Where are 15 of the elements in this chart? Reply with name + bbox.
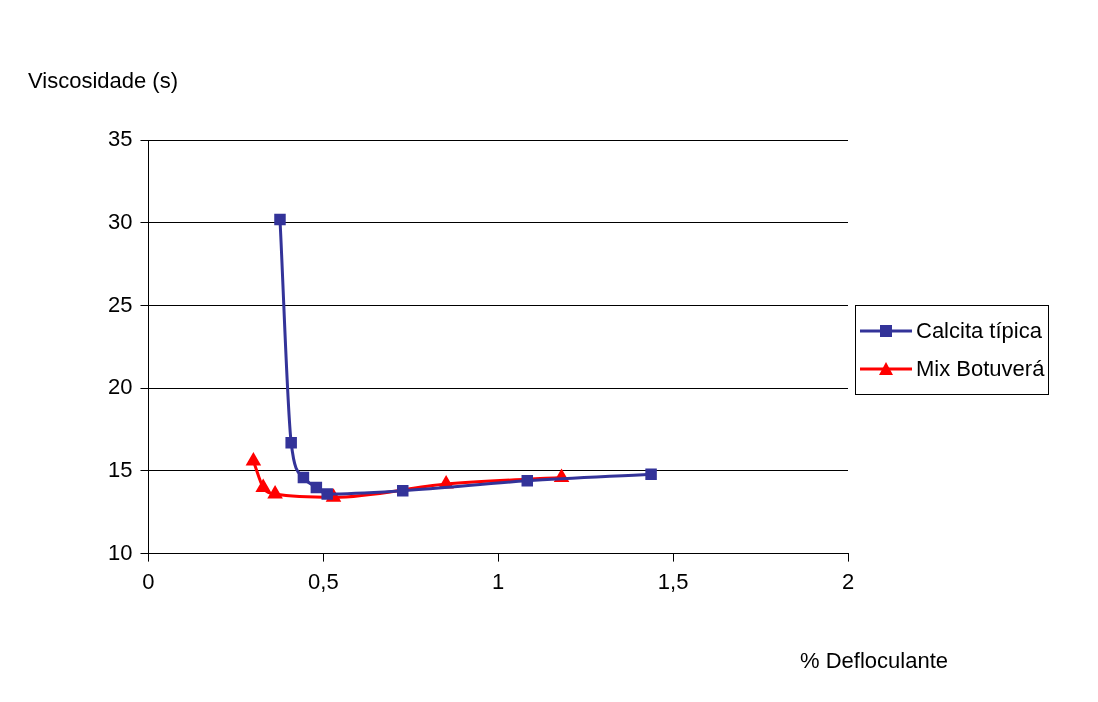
- legend-label: Mix Botuverá: [916, 356, 1045, 382]
- y-tick-label: 25: [107, 291, 133, 317]
- x-tick-label: 1: [492, 568, 505, 594]
- y-tick-label: 20: [107, 374, 133, 400]
- y-tick-label: 35: [107, 126, 133, 152]
- x-axis-title: % Defloculante: [800, 648, 948, 673]
- y-tick-label: 10: [107, 539, 133, 565]
- y-tick-label: 30: [107, 208, 133, 234]
- y-axis-title: Viscosidade (s): [28, 68, 178, 93]
- x-tick-label: 0: [142, 568, 155, 594]
- legend-label: Calcita típica: [916, 318, 1042, 344]
- x-tick-label: 1,5: [657, 568, 689, 594]
- x-tick-label: 2: [841, 568, 855, 594]
- x-tick-label: 0,5: [308, 568, 339, 594]
- y-tick-label: 15: [107, 456, 133, 482]
